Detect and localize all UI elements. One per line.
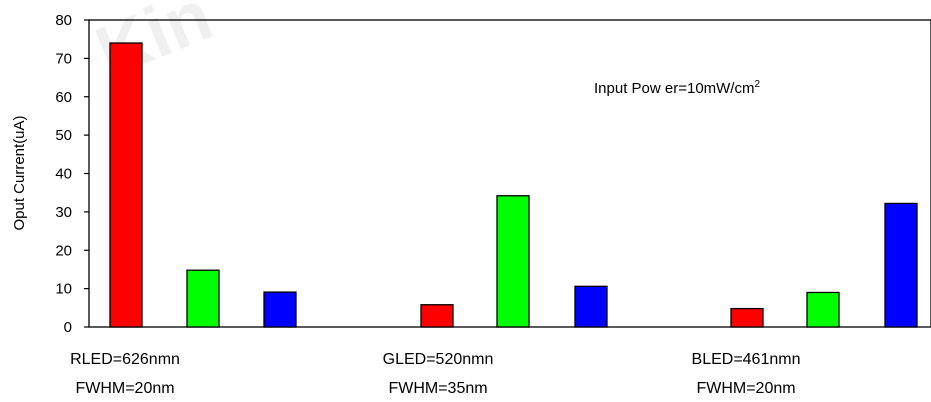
y-tick-label: 0 bbox=[64, 319, 72, 336]
x-group-label-line1: BLED=461nmn bbox=[692, 351, 801, 368]
green-bar bbox=[806, 291, 840, 328]
blue-bar bbox=[884, 202, 918, 328]
power-annotation-superscript: 2 bbox=[754, 79, 760, 90]
y-tick-label: 30 bbox=[55, 204, 72, 221]
x-group-label-line2: FWHM=20nm bbox=[696, 380, 795, 397]
y-tick-label: 60 bbox=[55, 89, 72, 106]
red-bar bbox=[109, 42, 143, 328]
bars bbox=[109, 42, 918, 328]
x-group-label-line1: RLED=626nmn bbox=[70, 351, 180, 368]
blue-bar bbox=[263, 291, 297, 328]
y-axis-label: Oput Current(uA) bbox=[11, 115, 28, 230]
x-group-label-line2: FWHM=35nm bbox=[388, 380, 487, 397]
y-tick-label: 80 bbox=[55, 12, 72, 29]
green-bar bbox=[186, 269, 220, 328]
green-bar bbox=[496, 195, 530, 328]
red-bar bbox=[730, 307, 764, 328]
power-annotation: Input Pow er=10mW/cm2 bbox=[594, 79, 760, 97]
watermark: Kin bbox=[85, 0, 223, 93]
y-axis: 0 10 20 30 40 50 60 70 80 bbox=[55, 12, 89, 336]
red-bar bbox=[420, 304, 454, 328]
y-tick-label: 50 bbox=[55, 127, 72, 144]
x-group-label-line2: FWHM=20nm bbox=[75, 380, 174, 397]
x-axis-labels: RLED=626nmn FWHM=20nm GLED=520nmn FWHM=35nm… bbox=[70, 351, 800, 397]
blue-bar bbox=[574, 285, 608, 328]
y-tick-label: 40 bbox=[55, 166, 72, 183]
y-tick-label: 20 bbox=[55, 242, 72, 259]
x-group-label-line1: GLED=520nmn bbox=[383, 351, 494, 368]
y-tick-label: 70 bbox=[55, 50, 72, 67]
power-annotation-text: Input Pow er=10mW/cm bbox=[594, 80, 754, 97]
y-tick-label: 10 bbox=[55, 281, 72, 298]
